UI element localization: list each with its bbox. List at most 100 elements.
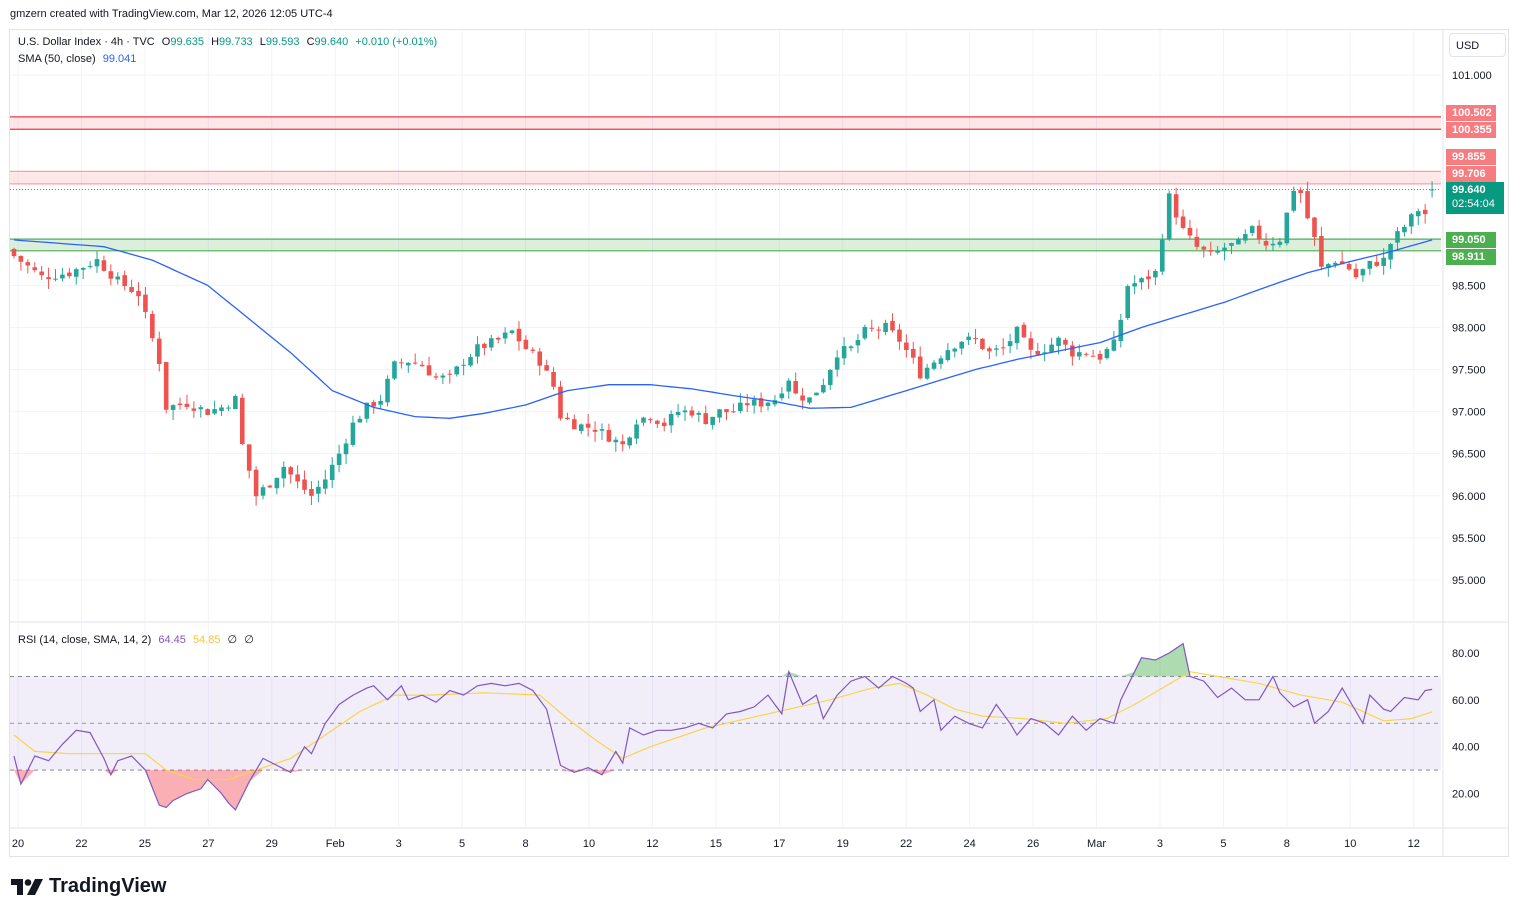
candle-body — [73, 269, 79, 277]
tradingview-logo-icon — [11, 878, 43, 895]
candle-body — [405, 362, 411, 366]
candle-body — [675, 411, 681, 416]
chart-frame[interactable] — [9, 29, 1509, 857]
candle-body — [1229, 243, 1234, 246]
sma-label[interactable]: SMA (50, close) — [18, 53, 96, 65]
candle-body — [399, 362, 404, 364]
candle-body — [11, 248, 17, 257]
time-tick-label: 26 — [1027, 838, 1039, 850]
candle-body — [966, 336, 971, 340]
candle-body — [897, 329, 902, 342]
candle-body — [357, 418, 363, 423]
time-tick-label: 10 — [1344, 838, 1356, 850]
candle-body — [316, 486, 321, 494]
rsi-sma-line — [13, 671, 1433, 781]
candle-body — [1263, 241, 1269, 246]
candle-body — [599, 429, 605, 431]
candle-body — [1090, 355, 1096, 357]
candle-body — [731, 411, 736, 413]
candle-body — [129, 287, 134, 292]
o-key: O — [161, 36, 171, 48]
close-value: 99.640 — [314, 36, 349, 48]
candle-body — [987, 348, 992, 352]
candle-body — [329, 464, 335, 480]
candle-body — [260, 487, 266, 496]
candle-body — [1319, 236, 1324, 267]
currency-button[interactable]: USD — [1449, 33, 1506, 57]
candle-body — [122, 275, 127, 286]
candle-body — [163, 362, 169, 410]
candle-body — [1070, 345, 1075, 357]
time-tick-label: 20 — [12, 838, 24, 850]
time-tick-label: 22 — [75, 838, 87, 850]
candle-body — [412, 362, 418, 364]
candle-body — [239, 397, 245, 445]
candle-body — [1284, 212, 1290, 244]
candle-body — [53, 278, 58, 280]
rsi-extra-2: ∅ — [244, 634, 254, 646]
time-tick-label: 29 — [266, 838, 278, 850]
candle-body — [495, 337, 501, 340]
candle-body — [1409, 214, 1414, 227]
candle-body — [1415, 211, 1421, 217]
candle-body — [1429, 189, 1435, 191]
candle-body — [205, 409, 210, 415]
candle-body — [1270, 243, 1276, 246]
candle-body — [1353, 268, 1359, 278]
candle-body — [364, 402, 370, 419]
candle-body — [447, 373, 453, 375]
candle-body — [184, 403, 190, 407]
candle-body — [516, 328, 522, 342]
candle-body — [461, 364, 466, 366]
candle-body — [1243, 234, 1248, 241]
candle-body — [1256, 225, 1262, 240]
candle-body — [786, 380, 792, 392]
price-tick-label: 97.000 — [1452, 407, 1486, 419]
resistance-upper-zone — [10, 116, 1441, 130]
candle-body — [281, 466, 287, 479]
time-tick-label: Feb — [326, 838, 345, 850]
candle-body — [648, 419, 653, 421]
candle-body — [1236, 238, 1241, 245]
symbol-label[interactable]: U.S. Dollar Index · 4h · TVC — [18, 36, 155, 48]
candle-body — [1007, 341, 1013, 347]
candle-body — [1056, 337, 1061, 346]
candle-body — [253, 469, 259, 497]
candle-body — [710, 416, 715, 425]
tradingview-logo[interactable]: TradingView — [11, 875, 166, 898]
candle-body — [1125, 286, 1131, 319]
candle-body — [39, 271, 44, 276]
candle-body — [1097, 353, 1103, 360]
candle-body — [814, 392, 819, 396]
candle-body — [302, 479, 307, 490]
candle-body — [980, 338, 985, 349]
candle-body — [717, 409, 722, 418]
candle-body — [274, 477, 280, 489]
candle-body — [1021, 324, 1027, 338]
candle-body — [938, 358, 944, 364]
candle-body — [1063, 339, 1068, 345]
candle-body — [1153, 270, 1158, 278]
candle-body — [890, 320, 895, 331]
candle-body — [855, 340, 861, 346]
candle-body — [952, 348, 958, 352]
candle-body — [1249, 226, 1255, 233]
high-label: H99.733 — [211, 36, 257, 48]
upper-zone-bottom-tag: 100.355 — [1446, 122, 1496, 138]
candle-body — [655, 420, 660, 424]
rsi-label[interactable]: RSI (14, close, SMA, 14, 2) — [18, 634, 152, 646]
time-tick-label: 8 — [522, 838, 528, 850]
close-label: C99.640 — [307, 36, 353, 48]
candle-body — [634, 424, 639, 439]
candles-group — [11, 181, 1435, 506]
candle-body — [606, 429, 612, 442]
time-tick-label: 22 — [900, 838, 912, 850]
candle-body — [959, 341, 964, 349]
candle-body — [150, 313, 155, 339]
candle-body — [1118, 319, 1124, 342]
candle-body — [689, 410, 695, 416]
candle-body — [371, 402, 377, 407]
candle-body — [1083, 353, 1089, 355]
candle-body — [1360, 269, 1366, 276]
